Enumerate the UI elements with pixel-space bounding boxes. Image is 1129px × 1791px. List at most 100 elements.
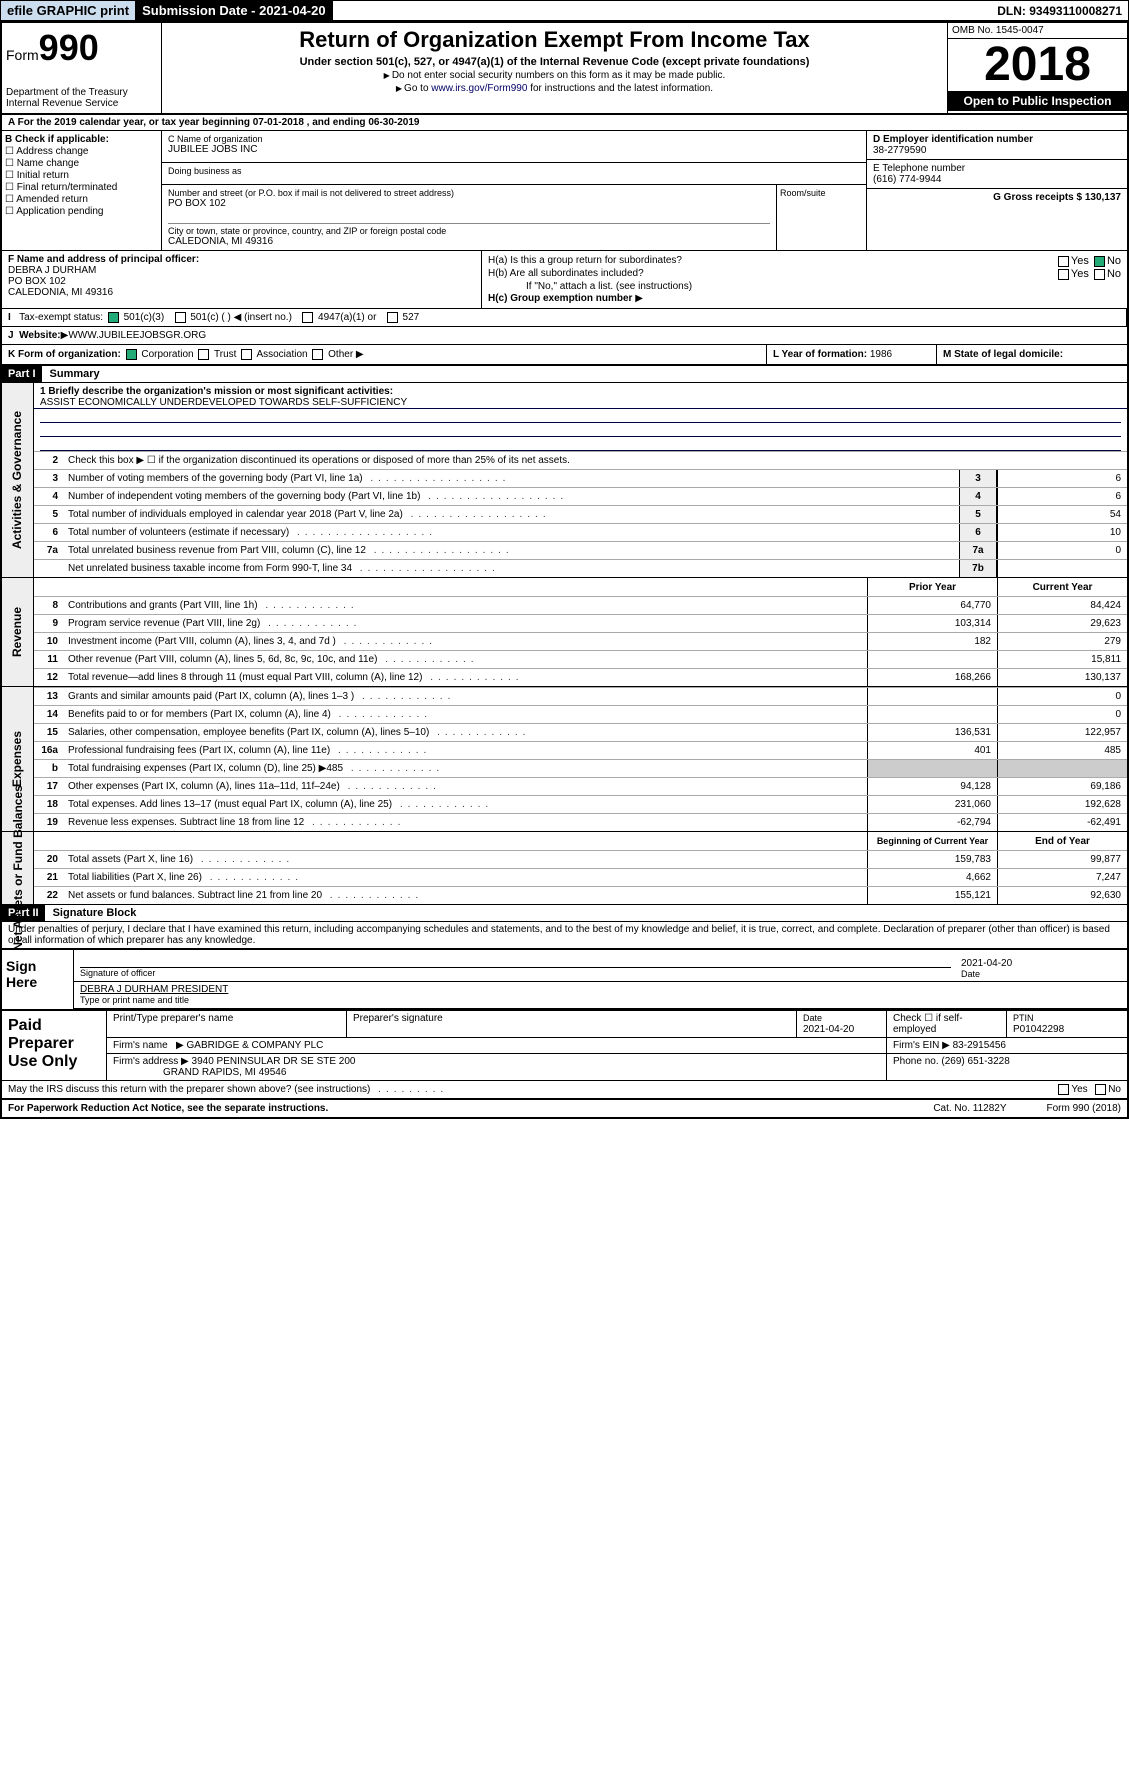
section-b-through-g: B Check if applicable: ☐ Address change …: [2, 131, 1127, 251]
summary-line: 18Total expenses. Add lines 13–17 (must …: [34, 795, 1127, 813]
hb-label: H(b) Are all subordinates included?: [488, 268, 644, 280]
city-label: City or town, state or province, country…: [168, 223, 770, 236]
summary-line: 19Revenue less expenses. Subtract line 1…: [34, 813, 1127, 831]
b-label: B Check if applicable:: [5, 134, 158, 145]
firm-addr1: 3940 PENINSULAR DR SE STE 200: [192, 1056, 356, 1067]
hdr-begin: Beginning of Current Year: [867, 832, 997, 850]
chk-application-pending[interactable]: ☐ Application pending: [5, 206, 158, 217]
chk-501c[interactable]: [175, 312, 186, 323]
instruction-link: Go to www.irs.gov/Form990 for instructio…: [166, 83, 943, 94]
dba-label: Doing business as: [168, 166, 860, 176]
org-address: PO BOX 102: [168, 198, 770, 209]
firm-addr2: GRAND RAPIDS, MI 49546: [163, 1067, 286, 1078]
chk-4947[interactable]: [302, 312, 313, 323]
irs-link[interactable]: www.irs.gov/Form990: [431, 83, 527, 94]
efile-button[interactable]: efile GRAPHIC print: [1, 1, 136, 20]
e-label: E Telephone number: [873, 163, 1121, 174]
dept-label: Department of the TreasuryInternal Reven…: [6, 87, 157, 109]
sig-date: 2021-04-20: [961, 958, 1012, 969]
side-revenue: Revenue: [11, 607, 25, 657]
row-j: J Website: ▶ WWW.JUBILEEJOBSGR.ORG: [2, 327, 1127, 345]
summary-line: 14Benefits paid to or for members (Part …: [34, 705, 1127, 723]
c-name-label: C Name of organization: [168, 134, 860, 144]
chk-527[interactable]: [387, 312, 398, 323]
section-f-h: F Name and address of principal officer:…: [2, 251, 1127, 309]
form-subtitle: Under section 501(c), 527, or 4947(a)(1)…: [166, 56, 943, 68]
g-label: G Gross receipts $ 130,137: [993, 192, 1121, 203]
ha-answer[interactable]: Yes No: [1056, 255, 1121, 267]
form-body: Form990 Department of the TreasuryIntern…: [0, 21, 1129, 1119]
officer-addr2: CALEDONIA, MI 49316: [8, 287, 475, 298]
chk-amended-return[interactable]: ☐ Amended return: [5, 194, 158, 205]
summary-line: 22Net assets or fund balances. Subtract …: [34, 886, 1127, 904]
summary-line: 6Total number of volunteers (estimate if…: [34, 523, 1127, 541]
side-netassets: Net Assets or Fund Balances: [11, 785, 25, 951]
year-formation: 1986: [870, 349, 892, 360]
addr-label: Number and street (or P.O. box if mail i…: [168, 188, 770, 198]
summary-line: 5Total number of individuals employed in…: [34, 505, 1127, 523]
chk-other[interactable]: [312, 349, 323, 360]
netassets-section: Net Assets or Fund Balances Beginning of…: [2, 831, 1127, 904]
f-label: F Name and address of principal officer:: [8, 254, 475, 265]
form-number: Form990: [6, 27, 157, 69]
chk-trust[interactable]: [198, 349, 209, 360]
perjury-text: Under penalties of perjury, I declare th…: [2, 922, 1127, 948]
room-label: Room/suite: [776, 185, 866, 250]
d-label: D Employer identification number: [873, 134, 1121, 145]
discuss-answer[interactable]: Yes No: [1056, 1084, 1121, 1095]
hb-note: If "No," attach a list. (see instruction…: [488, 281, 1121, 292]
side-governance: Activities & Governance: [11, 411, 25, 549]
sign-here-label: Sign Here: [2, 950, 74, 1009]
summary-line: 4Number of independent voting members of…: [34, 487, 1127, 505]
expenses-section: Expenses 13Grants and similar amounts pa…: [2, 686, 1127, 831]
submission-date: Submission Date - 2021-04-20: [136, 1, 333, 20]
header: Form990 Department of the TreasuryIntern…: [2, 23, 1127, 115]
row-k-l-m: K Form of organization: Corporation Trus…: [2, 345, 1127, 366]
org-city: CALEDONIA, MI 49316: [168, 236, 770, 247]
cat-no: Cat. No. 11282Y: [933, 1103, 1006, 1114]
summary-line: 10Investment income (Part VIII, column (…: [34, 632, 1127, 650]
top-bar: efile GRAPHIC print Submission Date - 20…: [0, 0, 1129, 21]
firm-ein: 83-2915456: [953, 1040, 1006, 1051]
chk-initial-return[interactable]: ☐ Initial return: [5, 170, 158, 181]
summary-line: 20Total assets (Part X, line 16) .......…: [34, 850, 1127, 868]
chk-final-return[interactable]: ☐ Final return/terminated: [5, 182, 158, 193]
ha-label: H(a) Is this a group return for subordin…: [488, 255, 682, 267]
paid-preparer-label: Paid Preparer Use Only: [2, 1011, 107, 1080]
summary-line: 7aTotal unrelated business revenue from …: [34, 541, 1127, 559]
chk-corporation[interactable]: [126, 349, 137, 360]
hdr-end: End of Year: [997, 832, 1127, 850]
officer-name: DEBRA J DURHAM: [8, 265, 475, 276]
summary-line: 9Program service revenue (Part VIII, lin…: [34, 614, 1127, 632]
omb-number: OMB No. 1545-0047: [948, 23, 1127, 39]
hc-label: H(c) Group exemption number ▶: [488, 293, 643, 304]
line1-label: 1 Briefly describe the organization's mi…: [40, 386, 393, 397]
revenue-section: Revenue Prior Year Current Year 8Contrib…: [2, 577, 1127, 686]
hb-answer[interactable]: Yes No: [1056, 268, 1121, 280]
summary-line: 8Contributions and grants (Part VIII, li…: [34, 596, 1127, 614]
chk-address-change[interactable]: ☐ Address change: [5, 146, 158, 157]
chk-name-change[interactable]: ☐ Name change: [5, 158, 158, 169]
prep-selfemp[interactable]: Check ☐ if self-employed: [887, 1011, 1007, 1037]
prep-date: 2021-04-20: [803, 1024, 854, 1035]
website-value[interactable]: WWW.JUBILEEJOBSGR.ORG: [68, 330, 206, 341]
prep-name-hdr: Print/Type preparer's name: [107, 1011, 347, 1037]
hdr-current: Current Year: [997, 578, 1127, 596]
officer-printed-name: DEBRA J DURHAM PRESIDENT: [80, 984, 228, 995]
summary-line: 21Total liabilities (Part X, line 26) ..…: [34, 868, 1127, 886]
ptin-value: P01042298: [1013, 1024, 1064, 1035]
summary-line: 16aProfessional fundraising fees (Part I…: [34, 741, 1127, 759]
part2-header: Part IISignature Block: [2, 904, 1127, 922]
discuss-label: May the IRS discuss this return with the…: [8, 1084, 370, 1095]
hdr-prior: Prior Year: [867, 578, 997, 596]
governance-section: Activities & Governance 1 Briefly descri…: [2, 383, 1127, 577]
firm-phone: (269) 651-3228: [941, 1056, 1009, 1067]
chk-association[interactable]: [241, 349, 252, 360]
prep-sig-hdr: Preparer's signature: [347, 1011, 797, 1037]
open-public-badge: Open to Public Inspection: [948, 91, 1127, 111]
chk-501c3[interactable]: [108, 312, 119, 323]
instruction-ssn: Do not enter social security numbers on …: [166, 70, 943, 81]
sig-officer-label: Signature of officer: [80, 968, 155, 978]
summary-line: 13Grants and similar amounts paid (Part …: [34, 687, 1127, 705]
tax-year: 2018: [948, 39, 1127, 91]
